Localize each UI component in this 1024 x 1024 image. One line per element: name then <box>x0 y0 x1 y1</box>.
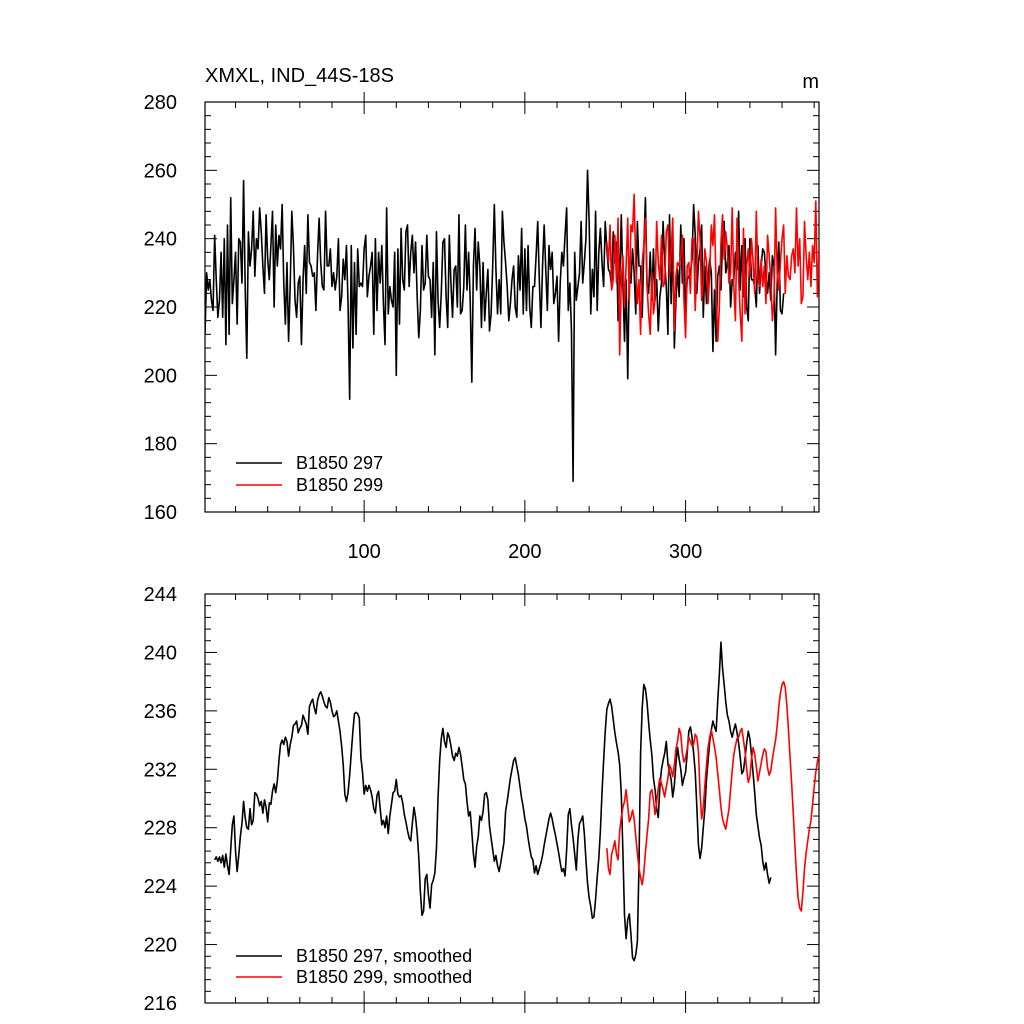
y-tick-label: 220 <box>144 935 177 957</box>
y-tick-label: 216 <box>144 993 177 1015</box>
x-tick-label: 100 <box>347 541 380 563</box>
legend-label-0: B1850 297, smoothed <box>296 946 472 966</box>
plot-frame <box>204 593 820 1004</box>
x-tick-label: 200 <box>508 541 541 563</box>
series-line-1 <box>606 680 819 912</box>
legend-label-1: B1850 299, smoothed <box>296 967 472 987</box>
y-tick-label: 224 <box>144 876 177 898</box>
y-tick-label: 232 <box>144 759 177 781</box>
y-tick-label: 236 <box>144 701 177 723</box>
y-tick-label: 200 <box>144 365 177 387</box>
bottom-panel: 216 220 224 228 232 236 240 244 B1850 297, smoot… <box>144 584 820 1015</box>
top-panel: 160 180 200 220 240 260 280 100 200 300 XMXL, IND_… <box>144 65 820 563</box>
legend-label-0: B1850 297 <box>296 453 383 473</box>
legend-label-1: B1850 299 <box>296 475 383 495</box>
x-tick-label: 300 <box>669 541 702 563</box>
series-line-0 <box>205 169 785 483</box>
y-tick-label: 240 <box>144 642 177 664</box>
series-line-1 <box>606 193 819 356</box>
series-line-0 <box>213 641 772 962</box>
y-tick-label: 220 <box>144 297 177 319</box>
units-label: m <box>802 71 819 93</box>
chart-title: XMXL, IND_44S-18S <box>205 65 394 87</box>
y-tick-label: 240 <box>144 229 177 251</box>
y-tick-label: 244 <box>144 584 177 606</box>
y-tick-label: 228 <box>144 818 177 840</box>
y-tick-label: 160 <box>144 502 177 524</box>
y-tick-label: 180 <box>144 434 177 456</box>
y-tick-label: 260 <box>144 160 177 182</box>
y-tick-label: 280 <box>144 92 177 114</box>
